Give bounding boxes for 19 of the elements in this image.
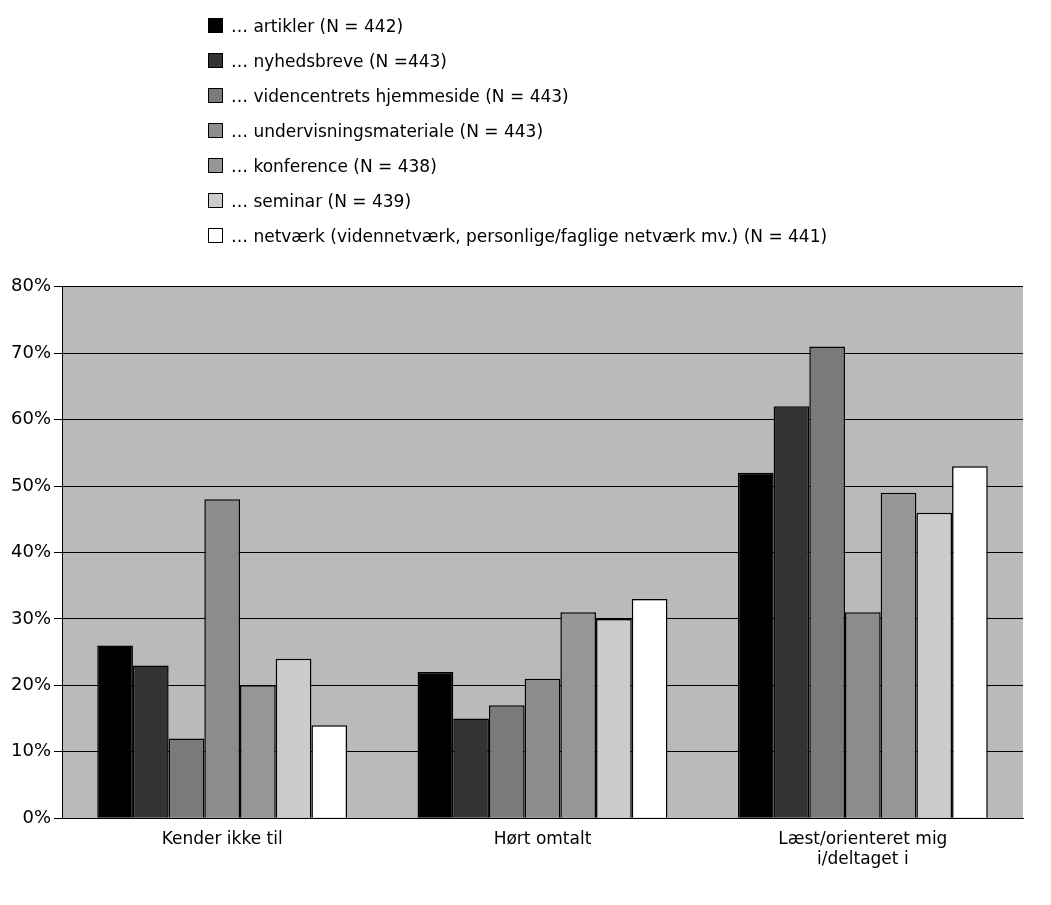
x-tick-label: Kender ikke til	[161, 827, 283, 848]
y-tick-label: 40%	[10, 540, 52, 562]
y-tick-label: 0%	[22, 805, 52, 827]
legend-label: … videncentrets hjemmeside (N = 443)	[231, 85, 569, 106]
x-tick-label: Hørt omtalt	[493, 827, 592, 848]
y-tick-label: 80%	[10, 274, 52, 296]
legend-label: … undervisningsmateriale (N = 443)	[231, 120, 544, 141]
legend-label: … artikler (N = 442)	[231, 15, 404, 36]
legend-label: … netværk (vidennetværk, personlige/faglige netværk mv.) (N = 441)	[231, 225, 828, 246]
y-tick-label: 50%	[10, 473, 52, 495]
legend-label: … konference (N = 438)	[231, 155, 437, 176]
legend-label: … seminar (N = 439)	[231, 190, 412, 211]
y-tick-label: 10%	[10, 739, 52, 761]
x-tick-label: Læst/orienteret mig i/deltaget i	[778, 827, 948, 869]
y-tick-label: 60%	[10, 407, 52, 429]
legend-label: … nyhedsbreve (N =443)	[231, 50, 447, 71]
y-tick-label: 30%	[10, 606, 52, 628]
y-tick-label: 70%	[10, 340, 52, 362]
y-tick-label: 20%	[10, 673, 52, 695]
